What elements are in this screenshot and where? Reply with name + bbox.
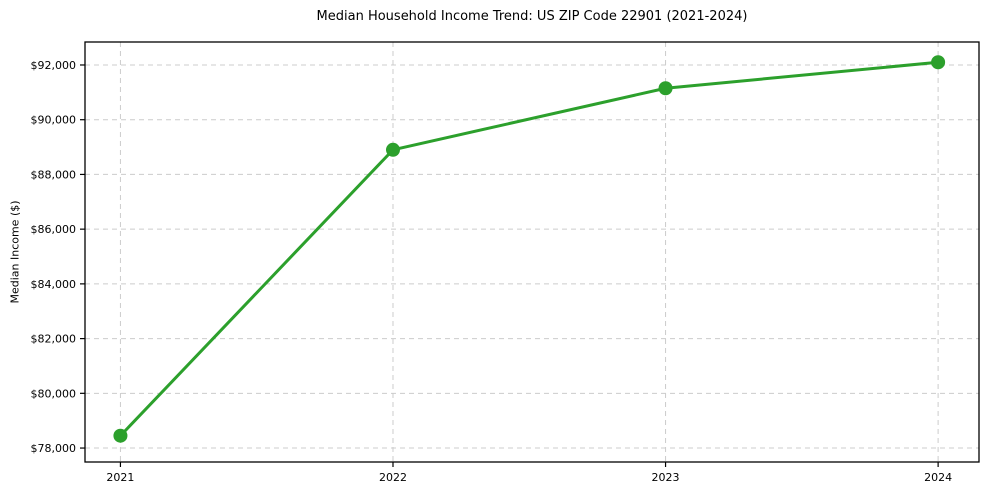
x-tick-label: 2023: [652, 471, 680, 484]
plot-area: [85, 42, 979, 462]
y-tick-label: $86,000: [31, 223, 77, 236]
data-point: [931, 55, 946, 70]
x-tick-label: 2024: [924, 471, 952, 484]
data-point: [658, 81, 673, 96]
plot-border: [84, 41, 980, 463]
y-tick-label: $78,000: [31, 442, 77, 455]
y-tick-label: $92,000: [31, 59, 77, 72]
data-point: [385, 142, 400, 157]
x-tick-label: 2021: [106, 471, 134, 484]
y-tick-label: $84,000: [31, 278, 77, 291]
y-tick-label: $80,000: [31, 387, 77, 400]
trend-line: [118, 60, 940, 438]
data-point: [113, 428, 128, 443]
chart-title: Median Household Income Trend: US ZIP Co…: [316, 9, 748, 24]
x-tick-label: 2022: [379, 471, 407, 484]
y-tick-label: $82,000: [31, 333, 77, 346]
y-tick-label: $88,000: [31, 168, 77, 181]
y-tick-label: $90,000: [31, 114, 77, 127]
